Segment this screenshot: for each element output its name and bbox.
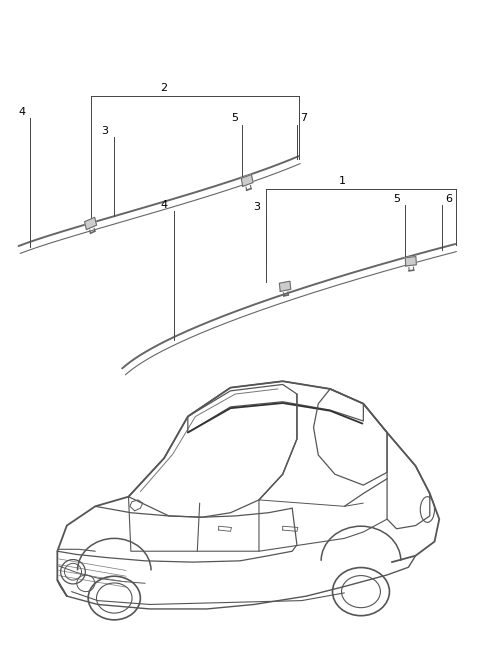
Text: 6: 6	[445, 193, 452, 204]
Text: 2: 2	[160, 83, 168, 93]
Text: 5: 5	[231, 113, 238, 124]
Text: 3: 3	[253, 202, 261, 212]
Text: 1: 1	[338, 175, 346, 186]
Text: 7: 7	[300, 113, 307, 124]
Text: 4: 4	[161, 200, 168, 210]
Polygon shape	[279, 281, 291, 291]
Polygon shape	[405, 257, 416, 266]
Text: 4: 4	[18, 107, 25, 117]
Polygon shape	[241, 175, 253, 186]
Text: 3: 3	[101, 126, 108, 137]
Text: 5: 5	[394, 193, 400, 204]
Polygon shape	[84, 217, 96, 230]
